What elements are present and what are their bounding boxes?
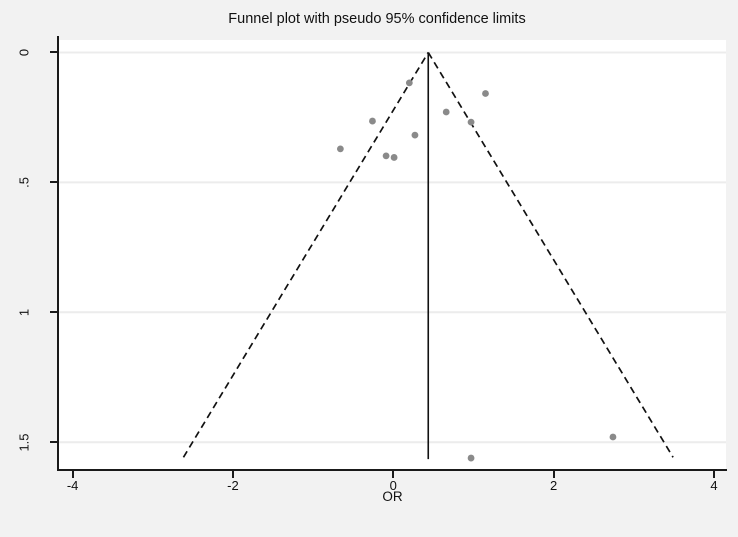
y-tick-label: 1.5 — [16, 433, 32, 452]
data-point — [467, 454, 475, 462]
x-tick — [712, 471, 715, 478]
x-axis-line — [57, 469, 727, 471]
data-point — [442, 108, 450, 116]
y-tick — [50, 181, 58, 184]
data-point — [482, 90, 489, 97]
data-point — [369, 117, 376, 125]
y-tick-label: 0 — [16, 49, 32, 57]
x-tick-label: 0 — [389, 478, 397, 493]
x-tick — [552, 471, 555, 478]
data-point — [390, 154, 398, 161]
funnel-plot-svg — [59, 51, 726, 462]
data-point — [382, 152, 390, 160]
data-point — [609, 433, 617, 441]
data-point — [336, 145, 344, 153]
data-point — [411, 131, 419, 139]
x-tick — [231, 471, 234, 478]
chart-title: Funnel plot with pseudo 95% confidence l… — [228, 11, 526, 27]
funnel-right-limit-line — [427, 52, 674, 458]
y-tick — [50, 441, 58, 444]
data-point — [405, 79, 413, 87]
x-tick-label: -4 — [66, 478, 79, 493]
y-axis-line — [57, 36, 59, 471]
y-tick-label: 1 — [16, 309, 32, 317]
x-tick — [392, 471, 395, 478]
x-tick-label: 2 — [550, 478, 558, 493]
y-tick — [50, 311, 58, 314]
x-tick-label: 4 — [710, 478, 718, 493]
plot-area — [59, 40, 726, 470]
funnel-left-limit-line — [182, 52, 429, 458]
x-tick — [71, 471, 74, 478]
data-point — [467, 118, 475, 126]
y-tick-label: .5 — [16, 177, 32, 189]
x-axis-title: OR — [382, 489, 403, 504]
y-tick — [50, 51, 58, 54]
x-tick-label: -2 — [227, 478, 239, 493]
